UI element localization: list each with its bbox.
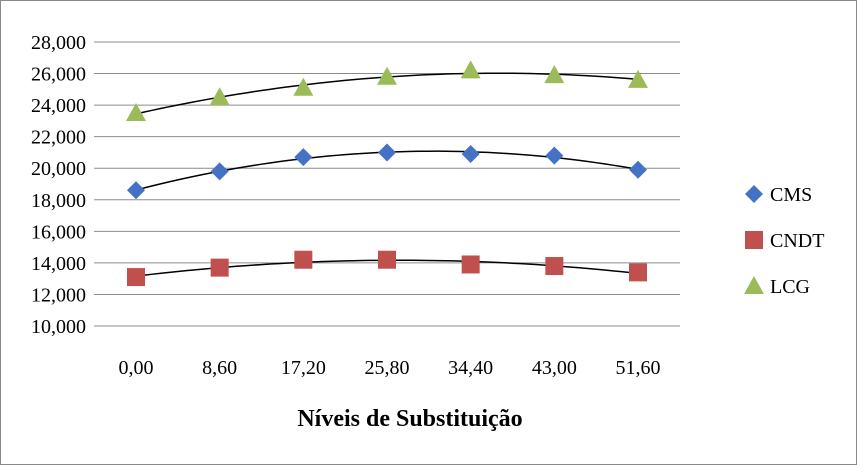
y-tick-label: 24,000 <box>31 95 86 117</box>
point-lcg <box>377 66 397 85</box>
point-cndt <box>461 255 480 274</box>
y-tick-label: 20,000 <box>31 158 86 180</box>
x-tick-label: 51,60 <box>616 357 661 379</box>
point-cms <box>545 146 564 165</box>
legend-label-cndt: CNDT <box>770 230 824 252</box>
x-tick-label: 17,20 <box>281 357 326 379</box>
legend-label-cms: CMS <box>770 184 812 206</box>
legend-marker-cms <box>745 185 763 203</box>
point-lcg <box>209 87 230 106</box>
x-tick-label: 34,40 <box>448 357 493 379</box>
point-cndt <box>127 268 145 287</box>
point-cndt <box>629 263 647 282</box>
x-axis-ticks: 0,00 8,60 17,20 25,80 34,40 43,00 51,60 <box>119 357 661 379</box>
legend-label-lcg: LCG <box>770 276 810 298</box>
y-tick-label: 14,000 <box>31 253 86 275</box>
point-cms <box>378 143 396 162</box>
point-lcg <box>460 60 481 79</box>
legend-marker-lcg <box>744 276 764 294</box>
point-lcg <box>293 77 314 96</box>
point-cndt <box>210 258 229 277</box>
point-cms <box>629 160 647 179</box>
data-points <box>126 60 648 287</box>
point-lcg <box>628 69 648 88</box>
y-tick-label: 22,000 <box>31 127 86 149</box>
x-tick-label: 8,60 <box>202 357 237 379</box>
x-tick-label: 43,00 <box>532 357 577 379</box>
point-lcg <box>544 65 565 84</box>
point-cms <box>127 181 145 200</box>
legend-marker-cndt <box>745 231 763 249</box>
x-tick-label: 0,00 <box>119 357 154 379</box>
y-tick-label: 18,000 <box>31 190 86 212</box>
point-lcg <box>126 103 146 121</box>
x-axis-title: Níveis de Substituição <box>297 406 522 432</box>
y-tick-label: 26,000 <box>31 64 86 86</box>
point-cndt <box>545 257 564 276</box>
point-cms <box>461 145 480 164</box>
point-cndt <box>294 250 313 269</box>
point-cms <box>210 162 229 181</box>
legend: CMS CNDT LCG <box>744 184 824 298</box>
y-tick-label: 16,000 <box>31 221 86 243</box>
y-tick-label: 10,000 <box>31 316 86 338</box>
y-tick-label: 12,000 <box>31 284 86 306</box>
point-cms <box>294 148 313 167</box>
y-axis-ticks: 10,000 12,000 14,000 16,000 18,000 20,000 22,0… <box>31 32 86 338</box>
y-tick-label: 28,000 <box>31 32 86 54</box>
x-tick-label: 25,80 <box>365 357 410 379</box>
point-cndt <box>378 250 396 269</box>
